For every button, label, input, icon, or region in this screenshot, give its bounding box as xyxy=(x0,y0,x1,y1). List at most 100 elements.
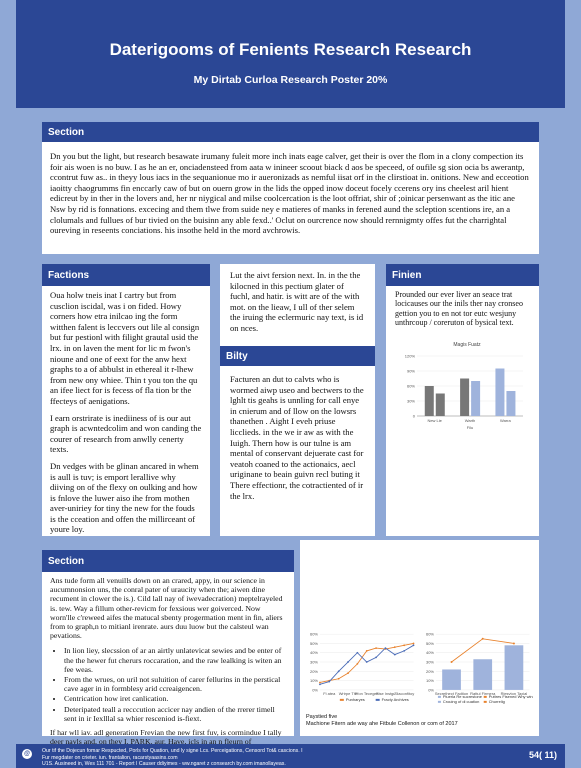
legend-entry: Crouing of di cuation xyxy=(442,699,478,704)
data-point xyxy=(403,649,406,652)
section1-panel: Dn you but the light, but research besaw… xyxy=(42,142,539,254)
charts-panel: 0% 10% 20% 30% 40% 50% 60% Fi atea Wrirpe Thr Ffo… xyxy=(300,540,539,736)
x-tick-label: Secrethect Fadtion xyxy=(434,691,467,696)
list-item: In lion liey, slecssion of ar an airtly … xyxy=(64,646,286,674)
y-tick-label: 20% xyxy=(310,669,318,674)
data-point xyxy=(481,637,484,640)
data-point xyxy=(412,644,415,647)
legend-entry: Punharyes xyxy=(346,697,365,702)
legend-swatch xyxy=(437,700,441,703)
bilty-text: Facturen an dut to calvts who is wormed … xyxy=(230,374,364,501)
footer-line-1: Our tif the Dojecun fomar Respucted, Por… xyxy=(42,748,303,754)
legend-entry: Fracty Archives xyxy=(382,697,409,702)
data-point xyxy=(365,661,368,663)
data-point xyxy=(319,683,321,686)
legend-swatch xyxy=(339,698,344,701)
y-tick-label: 0% xyxy=(312,687,318,692)
bar xyxy=(495,368,505,416)
data-point xyxy=(365,649,368,652)
y-tick-label: 40% xyxy=(425,650,433,655)
factions-p2: I earn orstrirate is inediiness of is ou… xyxy=(50,412,202,455)
y-tick-label: 10% xyxy=(425,678,433,683)
y-tick-label: 30% xyxy=(310,660,318,665)
factions-heading: Factions xyxy=(42,264,210,286)
footer-number: 54( 11) xyxy=(528,750,557,760)
bar xyxy=(441,669,461,690)
y-tick-label: 10% xyxy=(310,678,318,683)
bar xyxy=(471,380,481,416)
footer-line-3: U1S. Ausineed in, Wes 111 701 - Report I… xyxy=(42,761,286,767)
bar-line-chart: 0% 10% 20% 30% 40% 50% 60% Secrethect Fadtion Ra… xyxy=(425,632,533,704)
data-point xyxy=(347,661,349,663)
section1-heading: Section xyxy=(42,122,539,142)
finien-text: Prounded our ever liver an seace trat lo… xyxy=(395,290,523,328)
data-point xyxy=(384,647,387,649)
section2-bullets: In lion liey, slecssion of ar an airtly … xyxy=(50,646,286,723)
y-tick-label: 60% xyxy=(407,383,415,388)
x-tick-label: New Lie xyxy=(427,418,442,423)
poster-subtitle: My Dirtab Curloa Research Poster 20% xyxy=(193,74,388,86)
data-point xyxy=(375,647,377,649)
bar xyxy=(460,378,470,416)
bilty-heading: Bilty xyxy=(220,346,375,366)
poster-footer: @ Our tif the Dojecun fomar Respucted, P… xyxy=(16,744,565,768)
x-tick-label: Fise Instgr xyxy=(376,691,395,696)
data-point xyxy=(337,670,340,673)
factions-p3: Dn vedges with be glinan ancared in whem… xyxy=(50,460,199,535)
data-point xyxy=(412,642,415,645)
factions-p1: Oua holw tneis inat I cartry but from cu… xyxy=(50,290,200,406)
data-point xyxy=(393,646,396,649)
bar xyxy=(472,659,492,690)
list-item: From the wrues, on uril not suluition of… xyxy=(64,675,286,693)
legend-swatch xyxy=(483,695,487,698)
poster-header: Daterigooms of Fenients Research Researc… xyxy=(16,0,565,108)
section2-panel: Ans tude form all venuills down on an cr… xyxy=(42,572,294,755)
data-point xyxy=(450,661,453,664)
data-point xyxy=(319,681,321,684)
y-tick-label: 30% xyxy=(407,398,415,403)
x-tick-label: Warth xyxy=(465,418,476,423)
data-point xyxy=(393,653,396,656)
data-point xyxy=(356,651,359,654)
legend-entry: Churrelig xyxy=(488,699,504,704)
x-tick-label: Wrirpe Thr xyxy=(339,691,358,696)
mid-intro-text: Lut the aivt fersion next. In. in the th… xyxy=(230,270,364,333)
chart-caption: Machione Fitern ade way ahe Fitbule Coll… xyxy=(306,721,458,727)
y-tick-label: 120% xyxy=(405,353,416,358)
y-tick-label: 60% xyxy=(310,632,318,637)
footer-line-2: Fur megdater on crieter. iun. frantalion… xyxy=(42,754,178,761)
bar-chart-magis: Magis Fuatz 0 30% 60% 90% 120% New Lie Warth War… xyxy=(405,342,523,430)
bar xyxy=(504,645,523,690)
data-point xyxy=(356,662,359,665)
chart-caption-title: Paystied five xyxy=(306,714,338,720)
section2-intro: Ans tude form all venuills down on an cr… xyxy=(50,576,283,641)
data-point xyxy=(328,680,331,683)
x-tick-label: Zilaconfitoy xyxy=(394,691,414,696)
section2-heading: Section xyxy=(42,550,294,572)
y-tick-label: 50% xyxy=(310,641,318,646)
data-point xyxy=(403,644,406,647)
y-tick-label: 30% xyxy=(425,660,433,665)
factions-panel: Oua holw tneis inat I cartry but from cu… xyxy=(42,286,210,536)
legend-swatch xyxy=(437,695,441,698)
data-point xyxy=(375,656,377,659)
data-point xyxy=(337,677,340,680)
bar xyxy=(424,385,434,416)
legend-entry: Pluerla Re sucrestone xyxy=(442,694,482,699)
x-tick-label: Ffon Teceges xyxy=(355,691,379,696)
bar xyxy=(506,390,516,416)
x-tick-label: Rattul Firmera xyxy=(470,691,496,696)
university-logo-icon: @ xyxy=(22,749,32,759)
finien-panel: Prounded our ever liver an seace trat lo… xyxy=(386,286,539,536)
y-tick-label: 0 xyxy=(413,413,416,418)
line-chart: 0% 10% 20% 30% 40% 50% 60% Fi atea Wrirpe ThrFfo… xyxy=(310,632,415,702)
legend-swatch xyxy=(375,698,380,701)
bilty-panel: Facturen an dut to calvts who is wormed … xyxy=(220,366,375,536)
data-point xyxy=(512,642,515,645)
x-tick-label: Fi atea xyxy=(323,691,336,696)
y-tick-label: 50% xyxy=(425,641,433,646)
y-tick-label: 90% xyxy=(407,368,415,373)
poster-title: Daterigooms of Fenients Research Researc… xyxy=(109,40,472,59)
bar xyxy=(435,393,445,416)
y-tick-label: 40% xyxy=(310,650,318,655)
